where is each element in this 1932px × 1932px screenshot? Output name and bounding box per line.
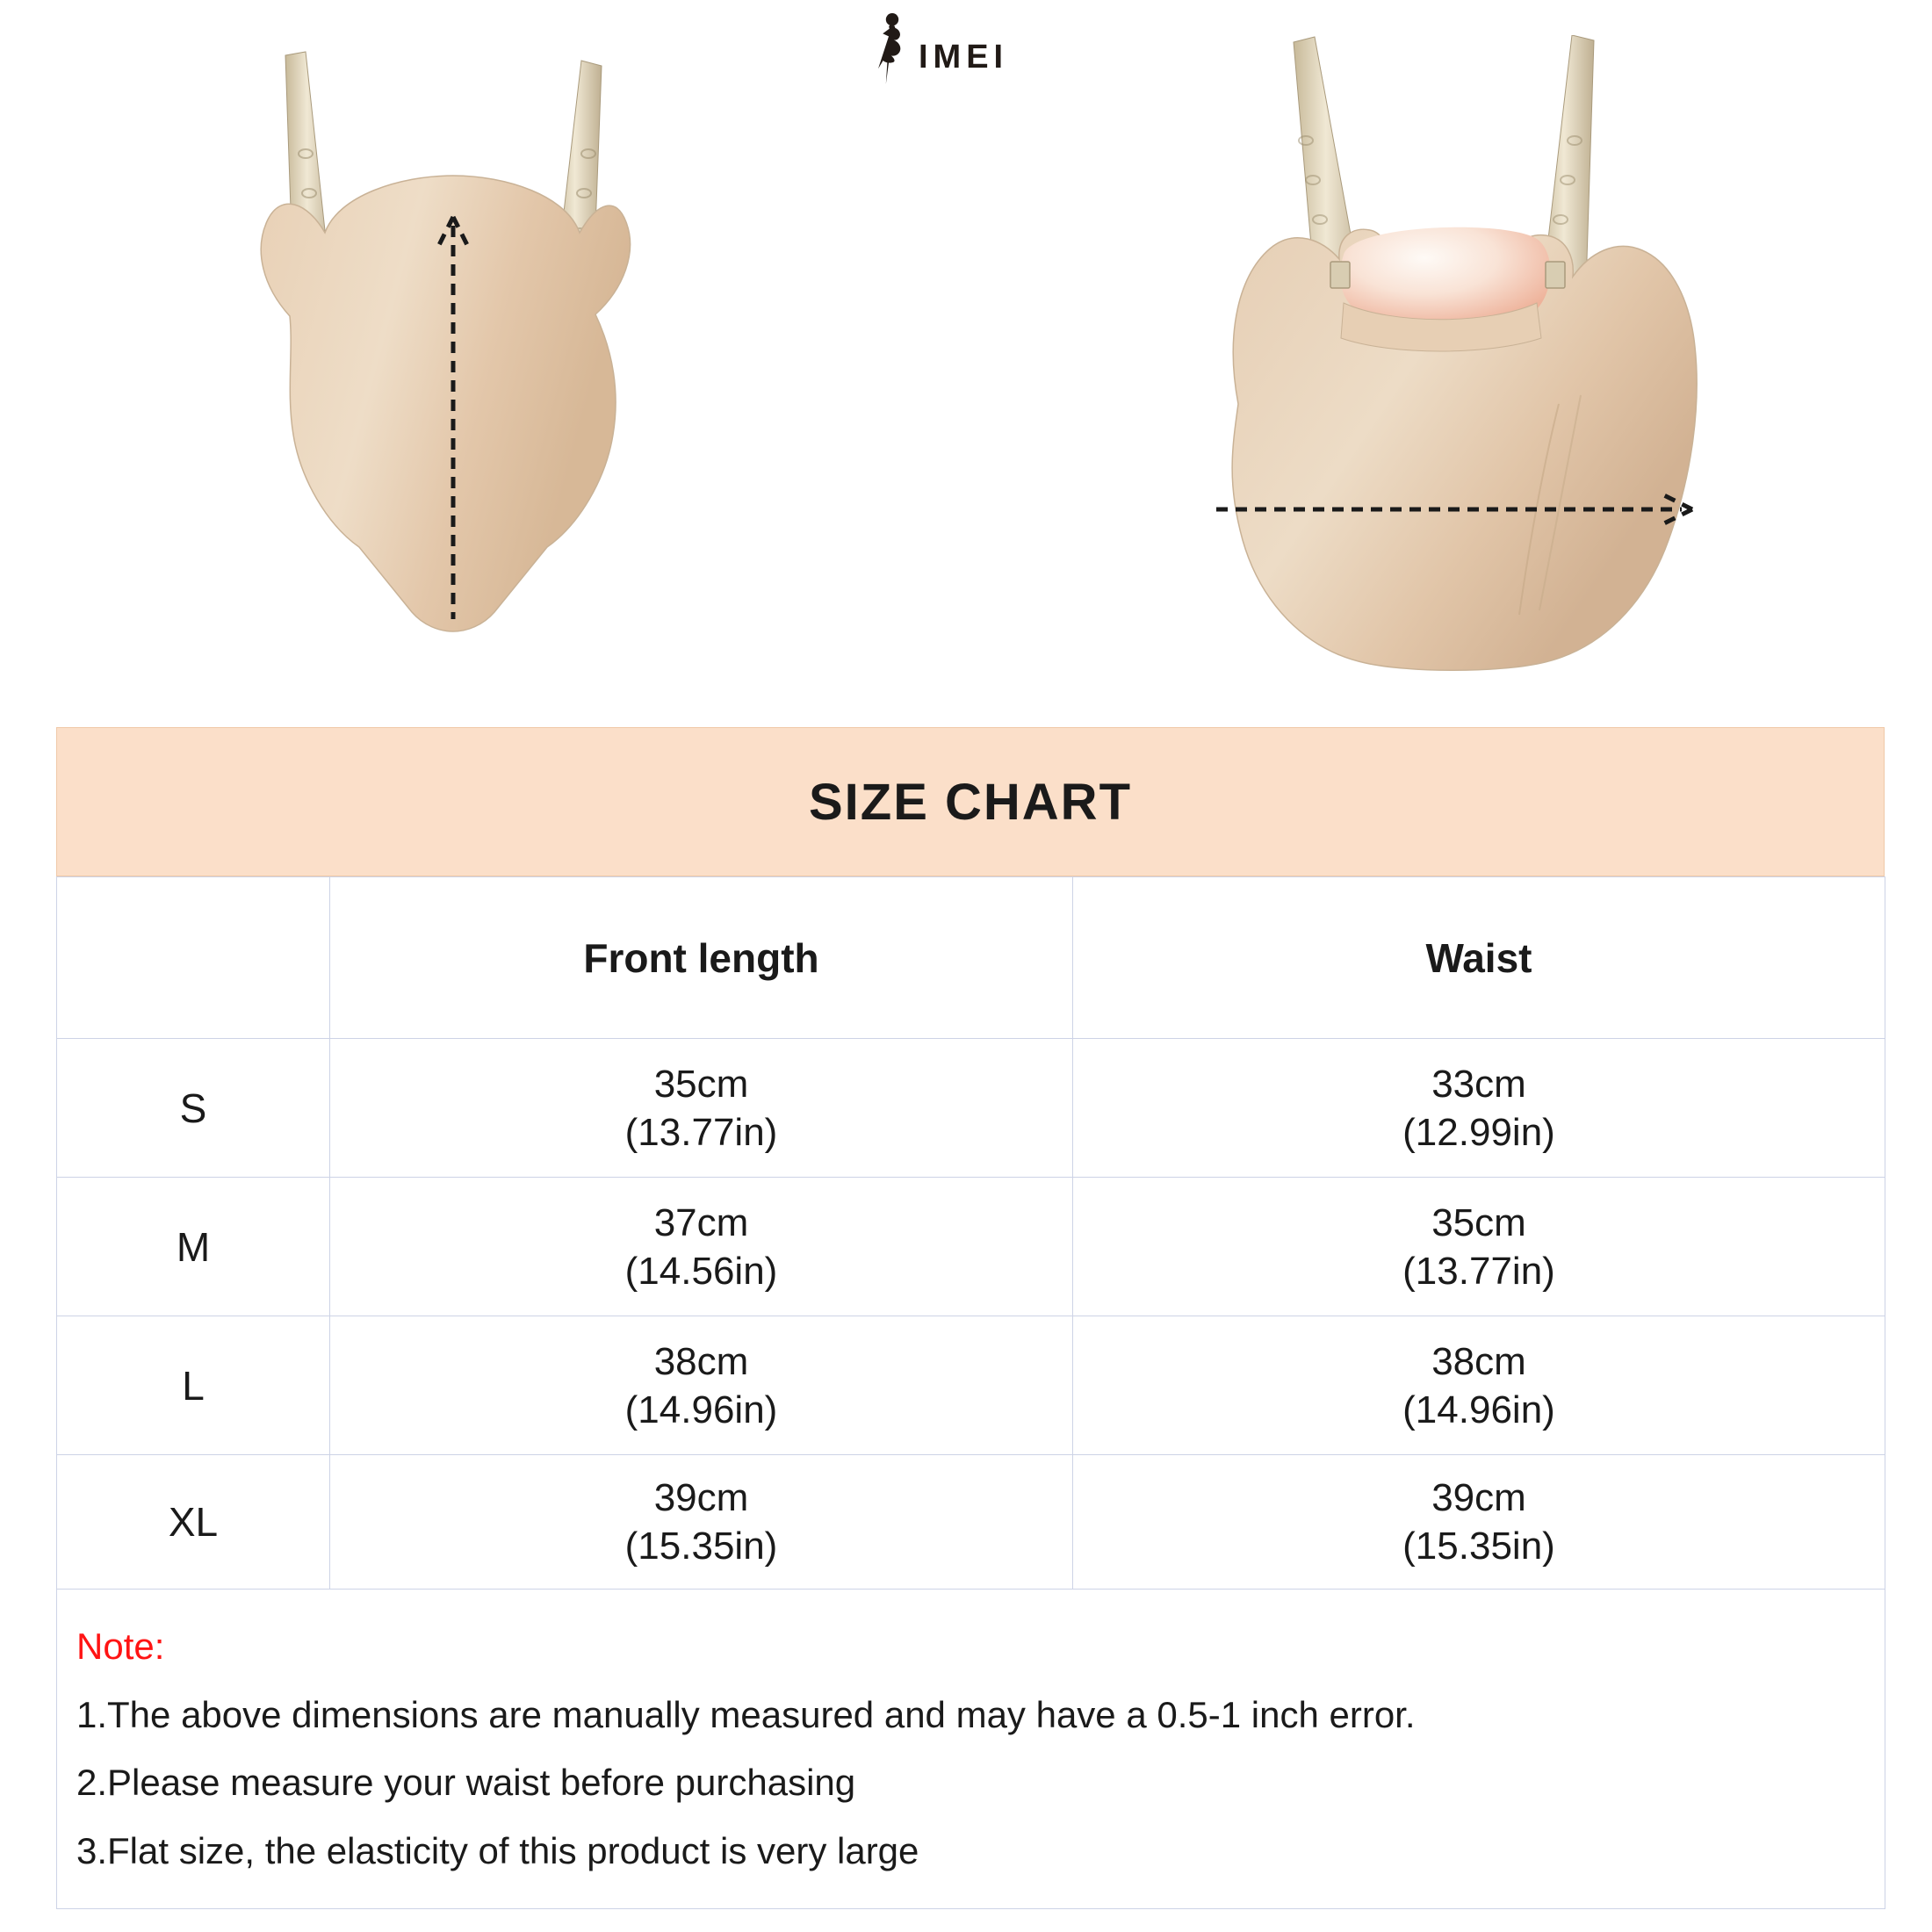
svg-text:IMEI: IMEI (919, 39, 1008, 76)
